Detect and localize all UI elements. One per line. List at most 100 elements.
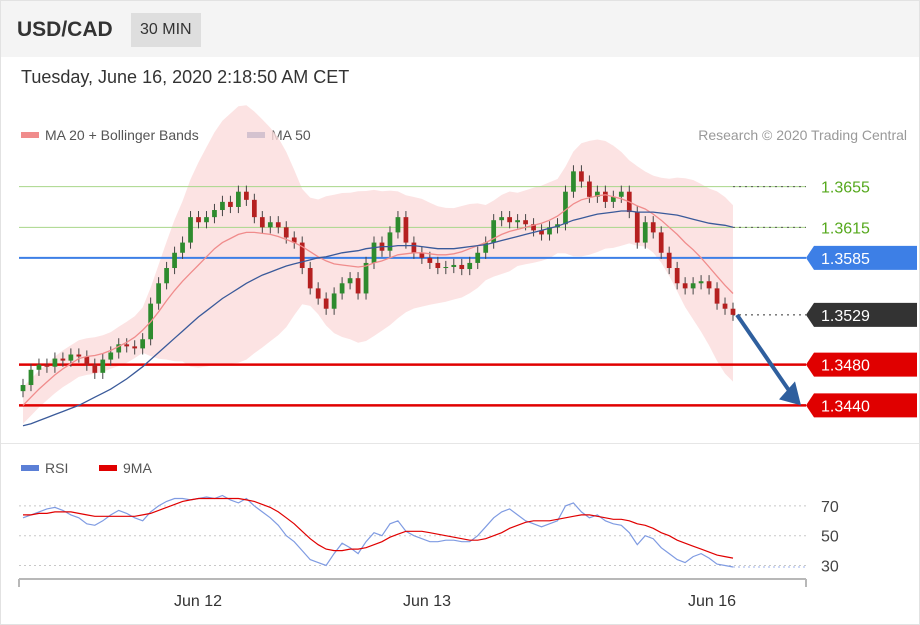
rsi-9ma-line [23,497,734,559]
legend-9ma: 9MA [99,460,152,476]
level-tag-1.3585 [806,245,917,270]
panel-divider [1,443,919,444]
candle-body [228,201,233,207]
candle-body [706,281,712,289]
candle-body [579,171,584,182]
candle-body [435,262,441,269]
candle-body [371,242,377,263]
ma20-line [22,194,734,406]
candle-body [523,220,528,225]
candle-body [483,242,489,253]
candle-body [347,278,353,284]
level-label-1.3655: 1.3655 [821,180,870,197]
candle-body [602,191,608,202]
x-tick-Jun-16: Jun 16 [688,593,736,610]
candle-body [650,222,656,233]
level-label-1.3480: 1.3480 [821,358,870,375]
candle-body [92,364,98,373]
candle-body [315,288,321,299]
candle-body [467,262,473,270]
level-label-1.3440: 1.3440 [821,398,870,415]
candle-body [451,264,457,267]
candle-body [563,191,568,225]
symbol-title: USD/CAD [17,18,113,41]
candle-body [275,222,281,228]
candle-body [180,242,185,253]
candle-body [156,283,161,304]
candle-body [642,222,648,243]
candle-body [714,288,720,304]
candle-body [60,358,66,361]
candle-body [140,339,146,349]
candle-body [658,232,664,253]
candle-body [674,268,680,284]
ma9-swatch [99,465,117,472]
candle-body [307,268,313,289]
candle-body [698,281,704,284]
candle-body [475,252,481,263]
candle-body [28,369,34,386]
candle-body [52,358,58,367]
rsi-tick-70: 70 [821,499,839,516]
level-tag-1.3529 [806,302,917,327]
candle-body [690,283,696,289]
candle-body [507,217,512,223]
header-bar: USD/CAD 30 MIN [1,1,919,57]
candle-body [196,217,201,223]
candle-body [267,222,273,228]
candle-body [236,191,241,207]
x-tick-Jun-13: Jun 13 [403,593,451,610]
candle-body [610,196,616,202]
candle-body [339,283,345,294]
candle-body [443,267,449,269]
candle-body [100,359,106,373]
candle-body [84,356,90,365]
candle-body [44,364,50,367]
candle-body [515,220,520,223]
rsi-swatch [21,465,39,472]
rsi-tick-50: 50 [821,529,839,546]
candle-body [571,171,576,192]
candle-body [108,352,114,360]
candle-body [132,346,138,349]
level-tag-1.3440 [806,393,917,418]
candle-body [730,308,736,315]
candle-body [244,191,249,200]
level-label-1.3529: 1.3529 [821,308,870,325]
candle-body [116,344,122,353]
candle-body [68,354,74,361]
candle-body [387,232,393,251]
level-label-1.3585: 1.3585 [821,251,870,268]
candle-body [682,283,688,289]
legend-9ma-label: 9MA [123,460,152,476]
candle-body [251,199,257,218]
legend-ma20-label: MA 20 + Bollinger Bands [45,127,199,143]
candle-body [331,293,337,309]
level-label-1.3615: 1.3615 [821,220,870,237]
candle-body [531,224,536,231]
candle-body [411,242,417,253]
x-tick-Jun-12: Jun 12 [174,593,222,610]
candle-body [666,252,672,269]
timeframe-badge[interactable]: 30 MIN [131,13,201,47]
candle-body [618,191,624,197]
candle-body [188,217,193,243]
candle-body [323,298,329,309]
legend-rsi-label: RSI [45,460,69,476]
candle-body [172,252,177,269]
candle-body [595,191,600,197]
level-tag-1.3480 [806,352,917,377]
legend-ma20: MA 20 + Bollinger Bands [21,127,199,143]
projection-arrow-shaft [735,313,793,395]
candle-body [539,230,544,235]
candle-body [291,237,297,243]
legend-rsi: RSI [21,460,68,476]
candle-body [204,217,209,223]
candle-body [283,227,289,238]
projection-arrow-head [779,381,801,406]
candle-body [491,220,497,243]
candle-body [164,268,169,284]
candle-body [20,385,26,392]
candle-body [547,227,552,235]
